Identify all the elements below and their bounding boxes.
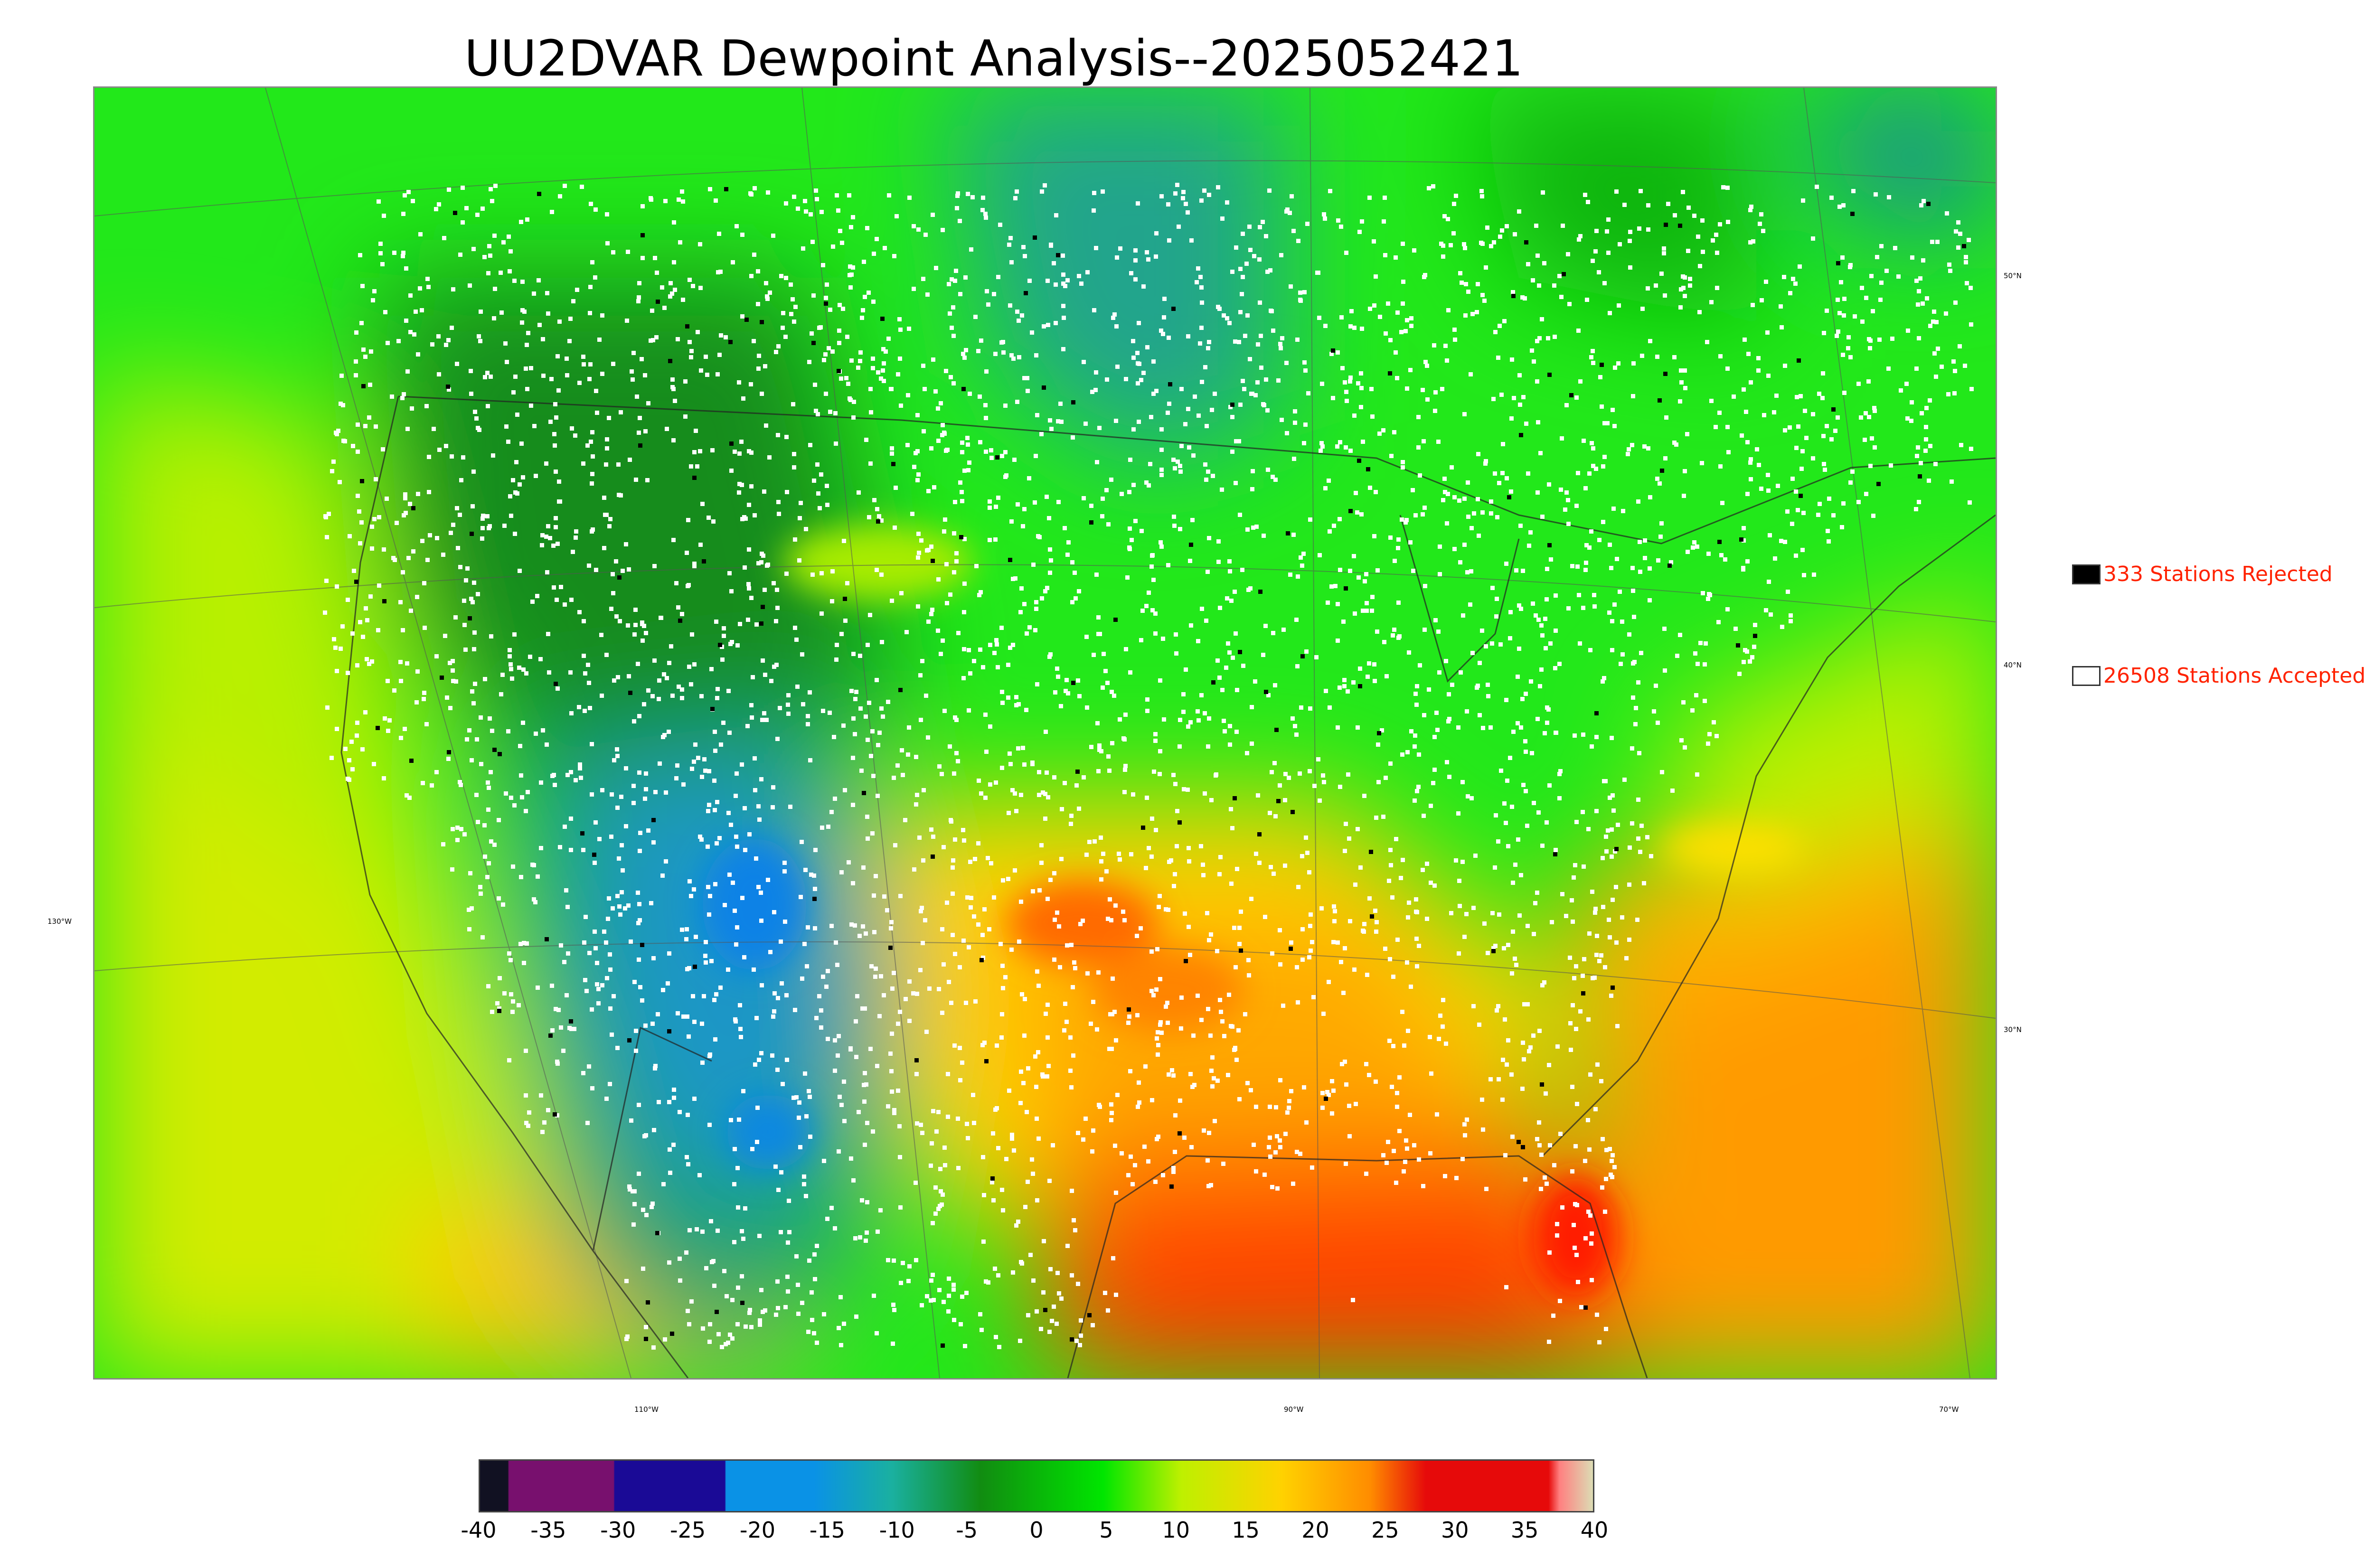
dewpoint-map [93,86,1997,1380]
colorbar-tick: 20 [1301,1517,1329,1543]
lat-label-40n: 40°N [2004,661,2022,669]
legend-rejected: 333 Stations Rejected [2072,562,2333,586]
colorbar-tick: 35 [1510,1517,1539,1543]
colorbar-tick: -35 [530,1517,566,1543]
lat-label-50n: 50°N [2004,272,2022,280]
colorbar-tick: 15 [1232,1517,1260,1543]
accepted-swatch [2072,666,2101,686]
colorbar [479,1459,1594,1512]
lat-label-30n: 30°N [2004,1025,2022,1034]
colorbar-tick: 30 [1441,1517,1469,1543]
lon-label-110w: 110°W [634,1405,659,1414]
colorbar-tick: -20 [739,1517,776,1543]
colorbar-tick: -10 [879,1517,915,1543]
accepted-label: 26508 Stations Accepted [2103,664,2366,688]
coastlines [340,395,1996,1378]
stations-accepted [323,183,1974,1350]
colorbar-ticks: -40 -35 -30 -25 -20 -15 -10 -5 0 5 10 15 20 25 30 35 40 [461,1517,1608,1546]
map-canvas [94,88,1996,1378]
colorbar-tick: 5 [1099,1517,1113,1543]
colorbar-tick: -5 [956,1517,978,1543]
lon-label-130w: 130°W [47,917,72,926]
colorbar-tick: -15 [809,1517,845,1543]
page-title: UU2DVAR Dewpoint Analysis--2025052421 [464,29,1524,87]
legend-accepted: 26508 Stations Accepted [2072,664,2365,688]
rejected-label: 333 Stations Rejected [2103,562,2333,586]
colorbar-tick: 0 [1029,1517,1044,1543]
colorbar-tick: -30 [600,1517,636,1543]
colorbar-tick: 25 [1371,1517,1399,1543]
colorbar-tick: -25 [670,1517,706,1543]
lon-label-90w: 90°W [1284,1405,1304,1414]
colorbar-tick: 10 [1162,1517,1190,1543]
lon-label-70w: 70°W [1939,1405,1959,1414]
rejected-swatch [2072,564,2101,584]
graticule [94,88,1996,1378]
stations-rejected [354,187,1966,1348]
colorbar-tick: -40 [461,1517,497,1543]
colorbar-tick: 40 [1580,1517,1609,1543]
